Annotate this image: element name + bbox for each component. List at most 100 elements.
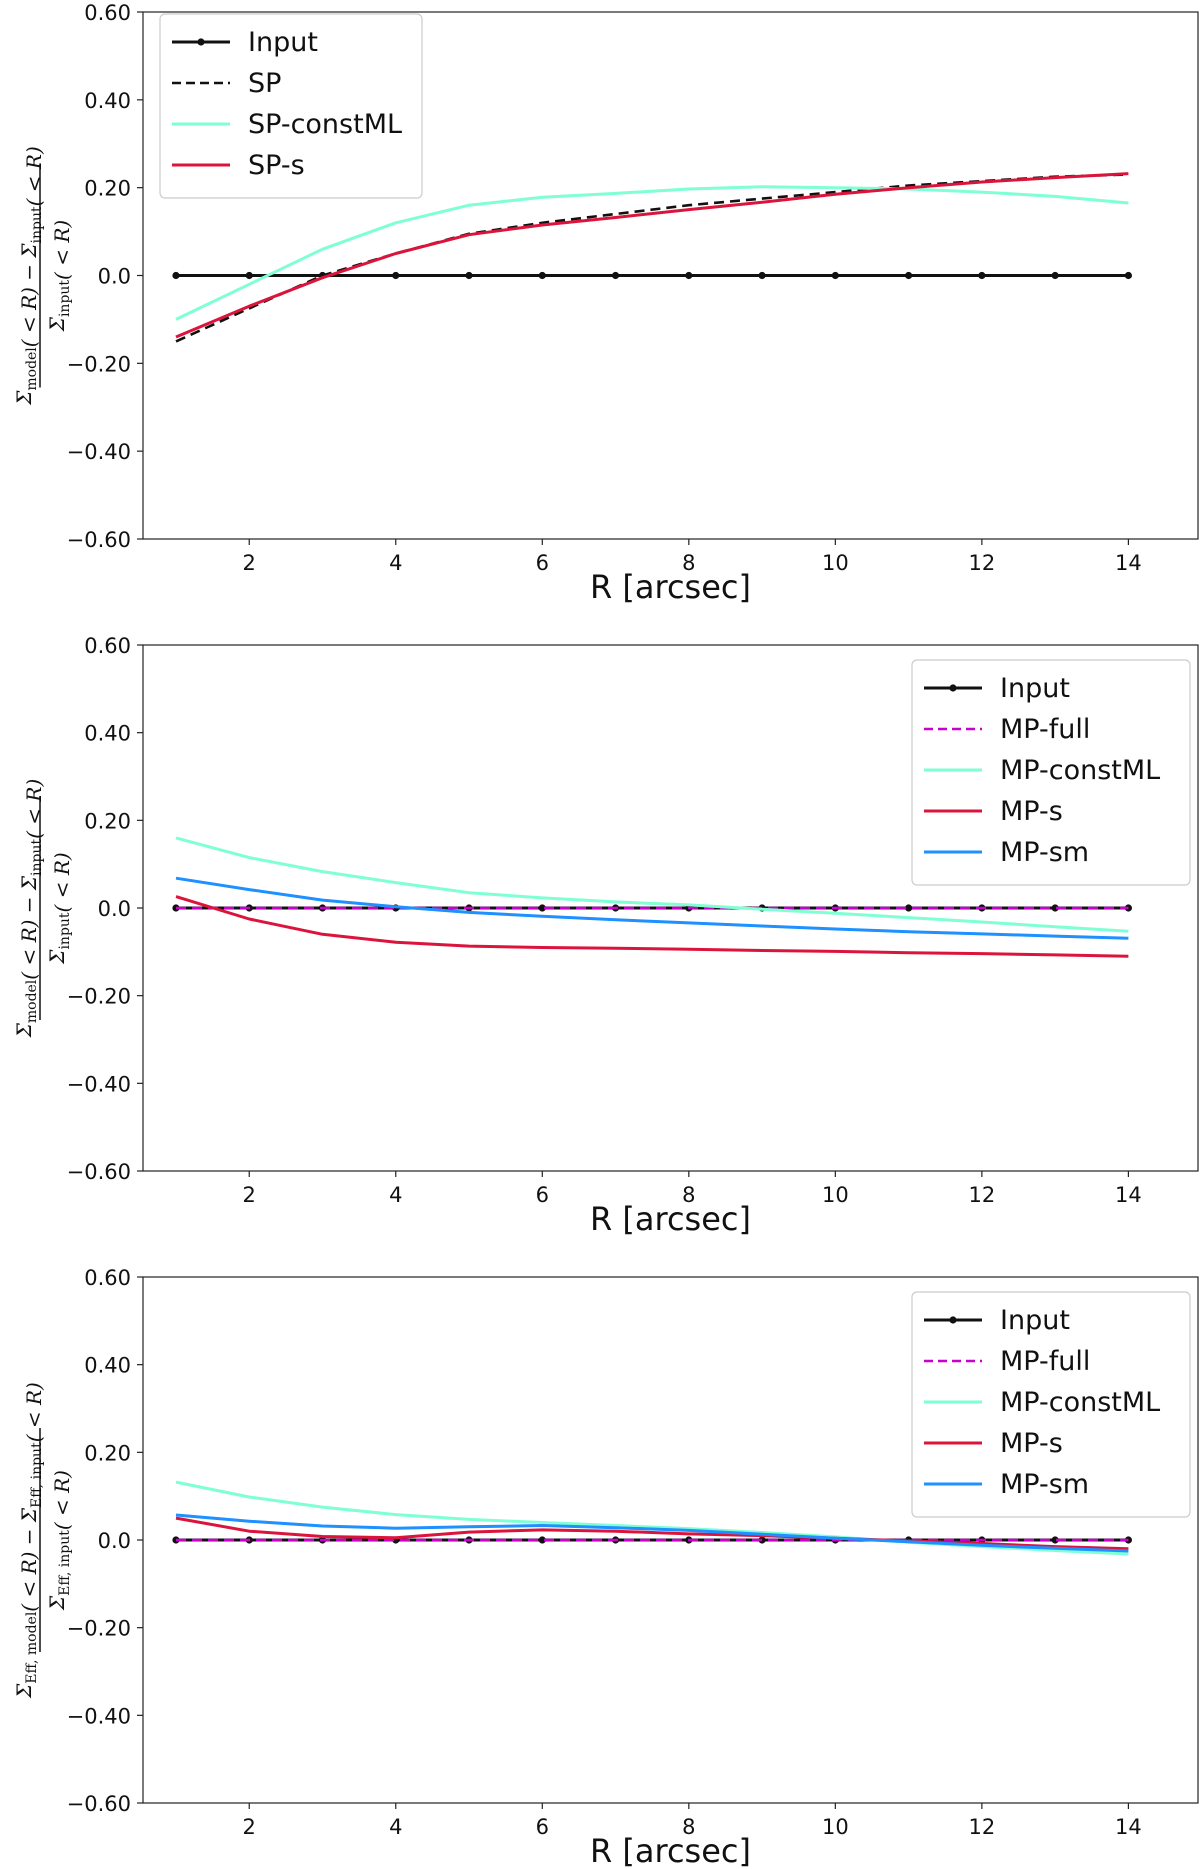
y-tick-label: 0.40	[84, 1354, 131, 1378]
data-point-marker	[1051, 904, 1059, 912]
x-tick-label: 4	[389, 551, 402, 575]
data-point-marker	[831, 271, 839, 280]
data-point-marker	[245, 271, 253, 280]
legend-label: MP-sm	[1000, 1469, 1089, 1500]
y-axis-denominator: Σinput( < R)	[45, 220, 74, 332]
y-tick-label: 0.40	[84, 89, 131, 113]
x-tick-label: 8	[682, 1183, 695, 1207]
y-axis-numerator-subscript: input	[29, 206, 45, 243]
legend: Input MP-full MP-constML MP-s MP-sm	[911, 1291, 1191, 1518]
legend-label: Input	[1000, 1305, 1070, 1336]
data-point-marker	[1051, 1536, 1059, 1544]
y-axis-denominator-part: Σ	[45, 1595, 69, 1611]
data-point-marker	[1051, 271, 1059, 280]
legend-label: MP-full	[1000, 1346, 1090, 1377]
x-tick-label: 8	[682, 1815, 695, 1839]
y-axis-numerator-subscript: Eff, input	[29, 1442, 45, 1508]
legend-label: SP-constML	[248, 109, 402, 140]
x-tick-label: 10	[822, 551, 849, 575]
data-point-marker	[172, 271, 180, 280]
x-tick-label: 2	[243, 1183, 256, 1207]
legend-label: Input	[248, 27, 318, 58]
legend: Input MP-full MP-constML MP-s MP-sm	[911, 659, 1191, 886]
y-axis-denominator-subscript: Eff, input	[57, 1530, 73, 1596]
x-tick-label: 12	[969, 551, 996, 575]
y-axis-numerator-subscript: Eff, model	[24, 1611, 40, 1684]
y-tick-label: 0.0	[98, 265, 131, 289]
y-tick-label: 0.20	[84, 809, 131, 833]
y-tick-label: −0.20	[67, 1617, 131, 1641]
y-tick-label: 0.20	[84, 177, 131, 201]
y-tick-label: 0.0	[98, 1529, 131, 1553]
y-tick-label: 0.60	[84, 1, 131, 25]
y-axis-denominator-part: Σ	[45, 949, 69, 965]
y-axis-numerator-part: ( < R) − Σ	[17, 243, 41, 348]
data-point-marker	[172, 904, 180, 912]
y-tick-label: −0.40	[67, 440, 131, 464]
data-point-marker	[392, 271, 400, 280]
legend-label: Input	[1000, 673, 1070, 704]
y-axis-denominator-part: ( < R)	[50, 220, 74, 280]
legend-swatch-marker	[949, 1316, 957, 1324]
legend: Input SP SP-constML SP-s	[159, 13, 423, 199]
y-axis-numerator-part: Σ	[12, 1683, 36, 1699]
x-tick-label: 2	[243, 551, 256, 575]
legend-label: MP-s	[1000, 1428, 1063, 1459]
y-tick-label: 0.20	[84, 1441, 131, 1465]
y-axis-denominator-part: ( < R)	[50, 1470, 74, 1530]
y-axis-title: ΣEff, model( < R) − ΣEff, input( < R)ΣEf…	[12, 1382, 74, 1699]
y-tick-label: 0.0	[98, 897, 131, 921]
x-tick-label: 4	[389, 1815, 402, 1839]
series-line-sp-constml	[175, 185, 1129, 321]
legend-label: SP-s	[248, 150, 305, 181]
series-line-mp-s	[175, 895, 1129, 958]
y-axis-numerator-subscript: model	[24, 347, 40, 391]
y-tick-label: −0.40	[67, 1704, 131, 1728]
x-axis-title: R [arcsec]	[590, 1200, 751, 1238]
x-tick-label: 8	[682, 551, 695, 575]
legend-label: MP-s	[1000, 796, 1063, 827]
data-point-marker	[758, 1536, 766, 1544]
y-axis-denominator-subscript: input	[57, 912, 73, 949]
y-tick-label: −0.40	[67, 1072, 131, 1096]
data-point-marker	[538, 904, 546, 912]
y-axis-numerator-part: Σ	[12, 390, 36, 406]
series-group	[172, 1480, 1132, 1556]
legend-box	[159, 13, 423, 199]
legend-label: SP	[248, 68, 281, 99]
data-point-marker	[978, 271, 986, 280]
y-axis-numerator-part: ( < R)	[22, 146, 46, 206]
y-tick-label: −0.60	[67, 1160, 131, 1184]
x-axis-title: R [arcsec]	[590, 1832, 751, 1869]
chart-panel-middle: 2 4 6 8 10 12 14 0.60 0.40 0.20 0.0 −0.20 −0.40 −0.60…	[12, 634, 1199, 1238]
legend-label: MP-full	[1000, 714, 1090, 745]
x-tick-label: 14	[1115, 1815, 1142, 1839]
chart-panel-top: 2 4 6 8 10 12 14 0.60 0.40 0.20 0.0 −0.20 −0.40 −0.60…	[12, 1, 1199, 606]
data-point-marker	[1124, 271, 1132, 280]
legend-label: MP-sm	[1000, 837, 1089, 868]
y-tick-label: −0.60	[67, 1792, 131, 1816]
y-axis-numerator: Σmodel( < R) − Σinput( < R)	[12, 779, 46, 1039]
data-point-marker	[465, 271, 473, 280]
series-line-mp-s	[175, 1516, 1129, 1551]
y-axis-numerator-part: ( < R) − Σ	[17, 1507, 41, 1612]
series-group	[172, 172, 1132, 343]
y-tick-label: 0.60	[84, 1266, 131, 1290]
x-tick-label: 14	[1115, 1183, 1142, 1207]
y-axis-numerator-part: Σ	[12, 1022, 36, 1038]
legend-swatch-marker	[949, 684, 957, 692]
x-tick-label: 6	[536, 551, 549, 575]
series-group	[172, 836, 1132, 958]
y-axis-numerator-subscript: model	[24, 979, 40, 1023]
data-point-marker	[538, 1536, 546, 1544]
y-axis-title: Σmodel( < R) − Σinput( < R)Σinput( < R)	[12, 146, 74, 406]
series-line-sp-s	[175, 172, 1129, 339]
y-axis-numerator-part: ( < R)	[22, 1382, 46, 1442]
x-tick-label: 10	[822, 1183, 849, 1207]
legend-box	[911, 659, 1191, 886]
y-axis-denominator-part: Σ	[45, 316, 69, 332]
x-tick-label: 6	[536, 1815, 549, 1839]
y-axis-numerator: ΣEff, model( < R) − ΣEff, input( < R)	[12, 1382, 46, 1699]
x-axis-title: R [arcsec]	[590, 568, 751, 606]
